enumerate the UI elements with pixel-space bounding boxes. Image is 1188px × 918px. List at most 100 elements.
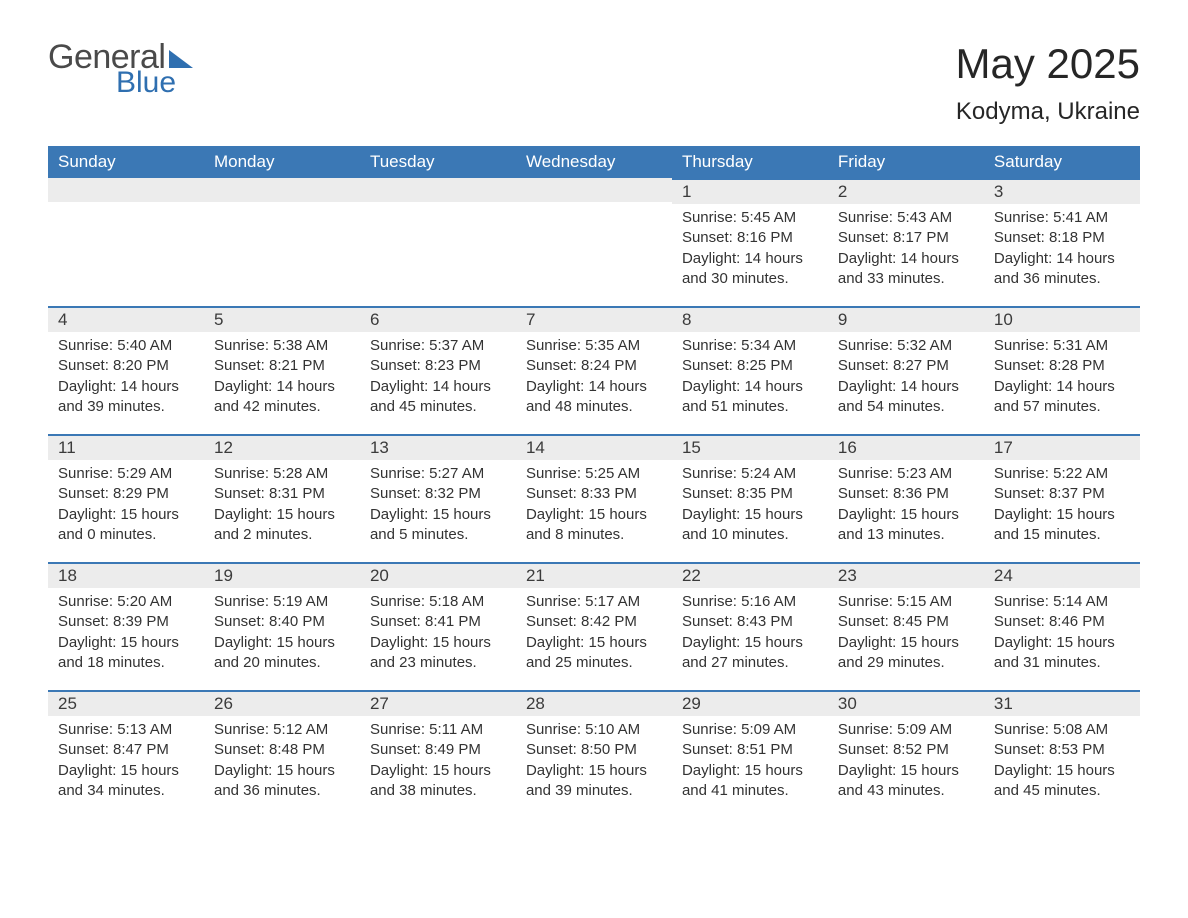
calendar-week-row: 18Sunrise: 5:20 AMSunset: 8:39 PMDayligh…: [48, 562, 1140, 690]
sunset-line: Sunset: 8:47 PM: [58, 740, 194, 760]
day-detail: Sunrise: 5:11 AMSunset: 8:49 PMDaylight:…: [360, 716, 516, 809]
day-of-week-header: Wednesday: [516, 146, 672, 178]
sunset-line: Sunset: 8:46 PM: [994, 612, 1130, 632]
day-number-bar: 9: [828, 306, 984, 332]
calendar-day-cell: 2Sunrise: 5:43 AMSunset: 8:17 PMDaylight…: [828, 178, 984, 306]
day-number-bar: 30: [828, 690, 984, 716]
daylight-line: Daylight: 15 hours and 39 minutes.: [526, 761, 662, 802]
day-detail: Sunrise: 5:41 AMSunset: 8:18 PMDaylight:…: [984, 204, 1140, 297]
sunrise-line: Sunrise: 5:18 AM: [370, 592, 506, 612]
day-of-week-header: Friday: [828, 146, 984, 178]
calendar-day-cell: 16Sunrise: 5:23 AMSunset: 8:36 PMDayligh…: [828, 434, 984, 562]
day-detail: Sunrise: 5:45 AMSunset: 8:16 PMDaylight:…: [672, 204, 828, 297]
day-number-bar: 29: [672, 690, 828, 716]
daylight-line: Daylight: 15 hours and 25 minutes.: [526, 633, 662, 674]
calendar-week-row: 4Sunrise: 5:40 AMSunset: 8:20 PMDaylight…: [48, 306, 1140, 434]
daylight-line: Daylight: 15 hours and 20 minutes.: [214, 633, 350, 674]
day-number-bar: 7: [516, 306, 672, 332]
day-number-bar: 3: [984, 178, 1140, 204]
day-detail: Sunrise: 5:25 AMSunset: 8:33 PMDaylight:…: [516, 460, 672, 553]
day-number-bar: 14: [516, 434, 672, 460]
calendar-day-cell: 19 Sunrise: 5:19 AMSunset: 8:40 PMDayligh…: [204, 562, 360, 690]
day-detail: Sunrise: 5:16 AMSunset: 8:43 PMDaylight:…: [672, 588, 828, 681]
day-number-bar: 23: [828, 562, 984, 588]
sunset-line: Sunset: 8:32 PM: [370, 484, 506, 504]
calendar-day-cell: 26Sunrise: 5:12 AMSunset: 8:48 PMDayligh…: [204, 690, 360, 818]
sunset-line: Sunset: 8:16 PM: [682, 228, 818, 248]
calendar-day-cell: 30Sunrise: 5:09 AMSunset: 8:52 PMDayligh…: [828, 690, 984, 818]
day-of-week-header: Thursday: [672, 146, 828, 178]
sunset-line: Sunset: 8:17 PM: [838, 228, 974, 248]
calendar-empty-cell: [204, 178, 360, 306]
calendar-day-cell: 18Sunrise: 5:20 AMSunset: 8:39 PMDayligh…: [48, 562, 204, 690]
day-number-bar: 19: [204, 562, 360, 588]
day-detail: Sunrise: 5:12 AMSunset: 8:48 PMDaylight:…: [204, 716, 360, 809]
daylight-line: Daylight: 15 hours and 27 minutes.: [682, 633, 818, 674]
day-of-week-header: Sunday: [48, 146, 204, 178]
day-of-week-header: Saturday: [984, 146, 1140, 178]
calendar-day-cell: 11Sunrise: 5:29 AMSunset: 8:29 PMDayligh…: [48, 434, 204, 562]
day-number-bar: 10: [984, 306, 1140, 332]
daylight-line: Daylight: 15 hours and 18 minutes.: [58, 633, 194, 674]
daylight-line: Daylight: 15 hours and 23 minutes.: [370, 633, 506, 674]
sunrise-line: Sunrise: 5:37 AM: [370, 336, 506, 356]
daylight-line: Daylight: 15 hours and 8 minutes.: [526, 505, 662, 546]
title-block: May 2025 Kodyma, Ukraine: [956, 40, 1140, 126]
day-number-bar: 13: [360, 434, 516, 460]
sunset-line: Sunset: 8:41 PM: [370, 612, 506, 632]
sunrise-line: Sunrise: 5:11 AM: [370, 720, 506, 740]
sunset-line: Sunset: 8:33 PM: [526, 484, 662, 504]
sunset-line: Sunset: 8:27 PM: [838, 356, 974, 376]
day-detail: Sunrise: 5:24 AMSunset: 8:35 PMDaylight:…: [672, 460, 828, 553]
sunrise-line: Sunrise: 5:17 AM: [526, 592, 662, 612]
calendar-day-cell: 21Sunrise: 5:17 AMSunset: 8:42 PMDayligh…: [516, 562, 672, 690]
sunset-line: Sunset: 8:29 PM: [58, 484, 194, 504]
sunset-line: Sunset: 8:35 PM: [682, 484, 818, 504]
daylight-line: Daylight: 15 hours and 10 minutes.: [682, 505, 818, 546]
calendar-day-cell: 10Sunrise: 5:31 AMSunset: 8:28 PMDayligh…: [984, 306, 1140, 434]
sunrise-line: Sunrise: 5:19 AM: [214, 592, 350, 612]
day-number-bar: 20: [360, 562, 516, 588]
daylight-line: Daylight: 14 hours and 42 minutes.: [214, 377, 350, 418]
day-number-bar: 15: [672, 434, 828, 460]
sunset-line: Sunset: 8:51 PM: [682, 740, 818, 760]
calendar-day-cell: 9Sunrise: 5:32 AMSunset: 8:27 PMDaylight…: [828, 306, 984, 434]
sunrise-line: Sunrise: 5:27 AM: [370, 464, 506, 484]
sunrise-line: Sunrise: 5:12 AM: [214, 720, 350, 740]
brand-logo: General Blue: [48, 40, 193, 98]
calendar-day-cell: 14Sunrise: 5:25 AMSunset: 8:33 PMDayligh…: [516, 434, 672, 562]
sunrise-line: Sunrise: 5:14 AM: [994, 592, 1130, 612]
logo-word-blue: Blue: [116, 68, 193, 98]
daylight-line: Daylight: 14 hours and 33 minutes.: [838, 249, 974, 290]
calendar-day-cell: 23Sunrise: 5:15 AMSunset: 8:45 PMDayligh…: [828, 562, 984, 690]
day-number-bar: 17: [984, 434, 1140, 460]
sunset-line: Sunset: 8:53 PM: [994, 740, 1130, 760]
calendar-day-cell: 28Sunrise: 5:10 AMSunset: 8:50 PMDayligh…: [516, 690, 672, 818]
day-number-bar: 16: [828, 434, 984, 460]
day-number-bar: 21: [516, 562, 672, 588]
sunrise-line: Sunrise: 5:41 AM: [994, 208, 1130, 228]
sunset-line: Sunset: 8:40 PM: [214, 612, 350, 632]
day-number-bar: 28: [516, 690, 672, 716]
sunset-line: Sunset: 8:36 PM: [838, 484, 974, 504]
sunrise-line: Sunrise: 5:23 AM: [838, 464, 974, 484]
sunrise-line: Sunrise: 5:22 AM: [994, 464, 1130, 484]
day-number-bar: 12: [204, 434, 360, 460]
day-detail: Sunrise: 5:23 AMSunset: 8:36 PMDaylight:…: [828, 460, 984, 553]
calendar-day-cell: 24Sunrise: 5:14 AMSunset: 8:46 PMDayligh…: [984, 562, 1140, 690]
day-detail: Sunrise: 5:31 AMSunset: 8:28 PMDaylight:…: [984, 332, 1140, 425]
day-detail: Sunrise: 5:37 AMSunset: 8:23 PMDaylight:…: [360, 332, 516, 425]
daylight-line: Daylight: 15 hours and 15 minutes.: [994, 505, 1130, 546]
day-number-bar: 22: [672, 562, 828, 588]
sunset-line: Sunset: 8:48 PM: [214, 740, 350, 760]
sunrise-line: Sunrise: 5:38 AM: [214, 336, 350, 356]
calendar-head: SundayMondayTuesdayWednesdayThursdayFrid…: [48, 146, 1140, 178]
calendar-day-cell: 12Sunrise: 5:28 AMSunset: 8:31 PMDayligh…: [204, 434, 360, 562]
calendar-day-cell: 3Sunrise: 5:41 AMSunset: 8:18 PMDaylight…: [984, 178, 1140, 306]
sunset-line: Sunset: 8:52 PM: [838, 740, 974, 760]
daylight-line: Daylight: 14 hours and 48 minutes.: [526, 377, 662, 418]
day-detail: Sunrise: 5:17 AMSunset: 8:42 PMDaylight:…: [516, 588, 672, 681]
calendar-empty-cell: [516, 178, 672, 306]
sunrise-line: Sunrise: 5:10 AM: [526, 720, 662, 740]
sunrise-line: Sunrise: 5:29 AM: [58, 464, 194, 484]
